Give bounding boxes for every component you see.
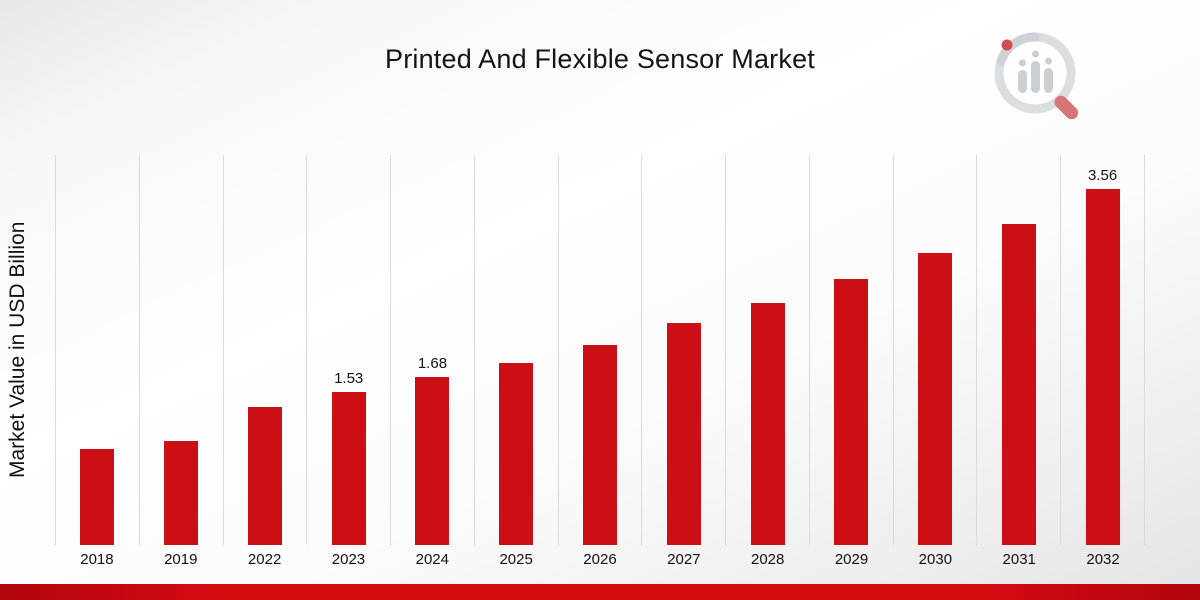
x-tick-label: 2019 (164, 551, 198, 568)
plot-column (641, 155, 725, 545)
x-tick-label: 2030 (918, 551, 953, 568)
plot-area: 1.53 1.68 3.56 (55, 155, 1145, 545)
x-tick-label: 2031 (1002, 551, 1036, 568)
x-tick-label: 2026 (583, 551, 617, 568)
plot-column (222, 155, 307, 545)
y-axis-label: Market Value in USD Billion (6, 221, 29, 479)
bar-2030 (918, 253, 953, 545)
bar-value-label: 3.56 (1087, 167, 1118, 184)
bar-2022 (247, 407, 282, 545)
bar-value-label: 1.53 (334, 370, 364, 387)
plot-column: 3.56 (1060, 155, 1145, 545)
plot-column: 1.68 (390, 155, 474, 545)
bar-2027 (666, 323, 701, 545)
plot-column (557, 155, 642, 545)
x-axis: 2018 2019 2022 2023 2024 2025 2026 2027 2028 2029… (55, 551, 1145, 568)
plot-column (892, 155, 977, 545)
x-tick-label: 2024 (415, 551, 449, 568)
bar-2019 (164, 441, 199, 545)
x-tick-label: 2025 (499, 551, 533, 568)
plot-column (55, 155, 139, 545)
x-tick-label: 2028 (750, 551, 785, 568)
plot-column (138, 155, 223, 545)
x-tick-label: 2029 (834, 551, 869, 568)
plot-column: 1.53 (306, 155, 390, 545)
x-tick-label: 2022 (247, 551, 282, 568)
bar-2028 (750, 303, 785, 545)
bar-2023 (331, 392, 366, 545)
plot-column (976, 155, 1060, 545)
bar-2018 (80, 449, 115, 545)
x-tick-label: 2032 (1086, 551, 1120, 568)
x-tick-label: 2023 (331, 551, 366, 568)
bar-2026 (582, 345, 617, 545)
chart-title: Printed And Flexible Sensor Market (384, 44, 815, 74)
bar-2024 (415, 377, 450, 545)
plot-column (808, 155, 893, 545)
x-tick-label: 2018 (80, 551, 114, 568)
bar-2029 (834, 279, 869, 545)
bar-2032 (1085, 189, 1120, 545)
bar-value-label: 1.68 (417, 355, 448, 372)
x-tick-label: 2027 (667, 551, 701, 568)
bar-2031 (1001, 224, 1036, 545)
bottom-accent-bar (0, 584, 1200, 600)
plot-column (725, 155, 809, 545)
plot-column (473, 155, 558, 545)
bar-2025 (499, 363, 534, 545)
magnifier-bar-chart-logo-icon (990, 28, 1090, 123)
